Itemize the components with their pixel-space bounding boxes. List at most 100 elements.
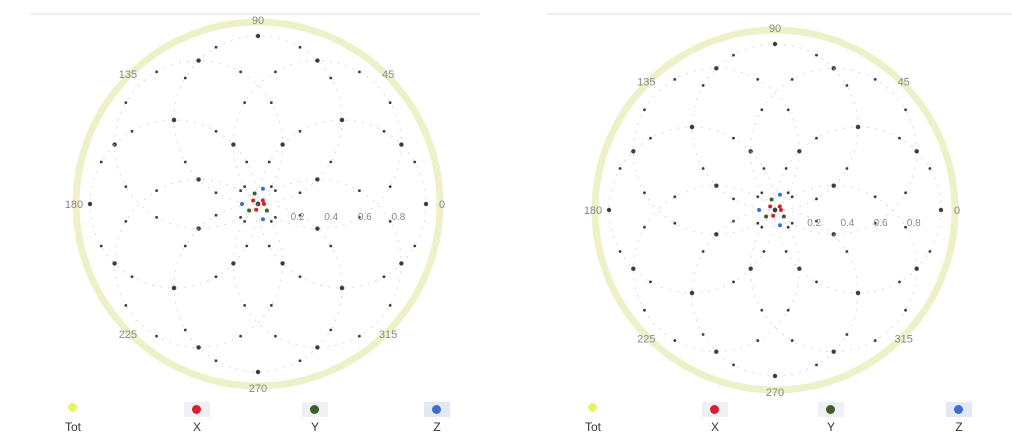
data-point xyxy=(732,219,735,223)
data-point xyxy=(315,345,320,350)
data-point xyxy=(815,53,818,57)
legend-item-tot[interactable]: Tot xyxy=(48,400,98,440)
data-point xyxy=(673,221,677,225)
angle-tick-label: 270 xyxy=(249,383,267,395)
angle-tick-label: 270 xyxy=(766,387,784,399)
data-point xyxy=(756,221,760,225)
angle-tick-label: 180 xyxy=(584,205,602,217)
legend-marker xyxy=(310,405,319,414)
data-point xyxy=(155,189,159,193)
data-point xyxy=(701,333,705,336)
center-point xyxy=(240,202,244,206)
outer-ring xyxy=(591,26,959,394)
data-point xyxy=(689,290,695,296)
data-point xyxy=(701,167,705,170)
data-point xyxy=(673,78,677,81)
angle-tick-label: 0 xyxy=(954,205,960,217)
data-point xyxy=(382,129,386,133)
data-point xyxy=(845,84,849,87)
data-point xyxy=(273,189,277,193)
data-point xyxy=(815,136,818,140)
legend-item-z[interactable]: Z xyxy=(934,400,984,440)
data-point xyxy=(280,261,285,266)
data-point xyxy=(269,303,273,307)
data-point xyxy=(772,41,778,47)
data-point xyxy=(315,58,320,63)
data-point xyxy=(99,160,103,164)
radial-tick-label: 0.6 xyxy=(358,212,372,223)
angle-tick-label: 315 xyxy=(379,329,397,341)
data-point xyxy=(873,339,877,342)
angle-tick-label: 135 xyxy=(637,76,655,88)
data-point xyxy=(124,101,128,105)
data-point xyxy=(357,189,361,193)
data-point xyxy=(786,225,790,229)
center-point xyxy=(781,214,786,219)
data-point xyxy=(298,129,302,133)
data-point xyxy=(239,70,243,74)
data-point xyxy=(845,167,849,170)
data-point xyxy=(399,261,404,266)
data-point xyxy=(269,185,273,189)
data-point xyxy=(762,167,766,170)
data-point xyxy=(399,142,404,147)
data-point xyxy=(898,136,901,140)
data-point xyxy=(171,117,177,123)
legend-item-y[interactable]: Y xyxy=(806,400,856,440)
legend-item-tot[interactable]: Tot xyxy=(568,400,618,440)
legend-marker xyxy=(588,403,597,412)
data-point xyxy=(298,45,302,49)
angle-tick-label: 225 xyxy=(119,329,137,341)
data-point xyxy=(239,215,243,219)
data-point xyxy=(790,221,794,225)
data-point xyxy=(245,160,249,164)
legend-label: Y xyxy=(826,420,835,434)
legend-item-y[interactable]: Y xyxy=(290,400,340,440)
data-point xyxy=(845,333,849,336)
data-point xyxy=(357,70,361,74)
data-point xyxy=(762,250,766,253)
data-point xyxy=(388,219,392,223)
angle-tick-label: 180 xyxy=(65,199,83,211)
data-point xyxy=(269,219,273,223)
data-point xyxy=(748,266,753,271)
data-point xyxy=(214,213,218,217)
data-point xyxy=(631,266,636,271)
legend-item-z[interactable]: Z xyxy=(412,400,462,440)
center-point xyxy=(757,208,761,212)
polar-chart-left: 0 45 90 135 180 225 270 315 0.2 0.4 0.6 0.8 Tot X Y… xyxy=(30,13,480,440)
data-point xyxy=(790,195,794,199)
center-point xyxy=(260,217,265,222)
data-point xyxy=(315,177,320,182)
data-point xyxy=(196,177,201,182)
data-point xyxy=(790,339,794,342)
center-point xyxy=(252,191,257,196)
legend-swatch xyxy=(302,402,328,417)
center-point xyxy=(247,208,252,213)
data-point xyxy=(87,201,93,207)
radial-tick-label: 0.4 xyxy=(840,218,854,229)
data-point xyxy=(298,213,302,217)
data-point xyxy=(714,66,719,71)
legend-marker xyxy=(826,405,835,414)
legend-label: Z xyxy=(955,420,963,434)
legend-swatch xyxy=(184,402,210,417)
data-point xyxy=(413,244,417,248)
data-point xyxy=(714,183,719,188)
legend-item-x[interactable]: X xyxy=(172,400,222,440)
polar-plot-left: 0 45 90 135 180 225 270 315 0.2 0.4 0.6 0.8 xyxy=(30,13,480,395)
outer-ring xyxy=(72,18,444,390)
data-point xyxy=(732,363,735,367)
radial-tick-label: 0.8 xyxy=(391,212,405,223)
legend-item-x[interactable]: X xyxy=(690,400,740,440)
angle-tick-label: 45 xyxy=(898,76,910,88)
data-point xyxy=(756,195,760,199)
data-point xyxy=(155,215,159,219)
radial-tick-label: 0.2 xyxy=(291,212,305,223)
data-point xyxy=(760,308,764,312)
radial-tick-label: 0.8 xyxy=(907,218,921,229)
data-point xyxy=(243,303,247,307)
data-point xyxy=(618,250,622,253)
data-point xyxy=(183,328,187,332)
data-point xyxy=(673,339,677,342)
